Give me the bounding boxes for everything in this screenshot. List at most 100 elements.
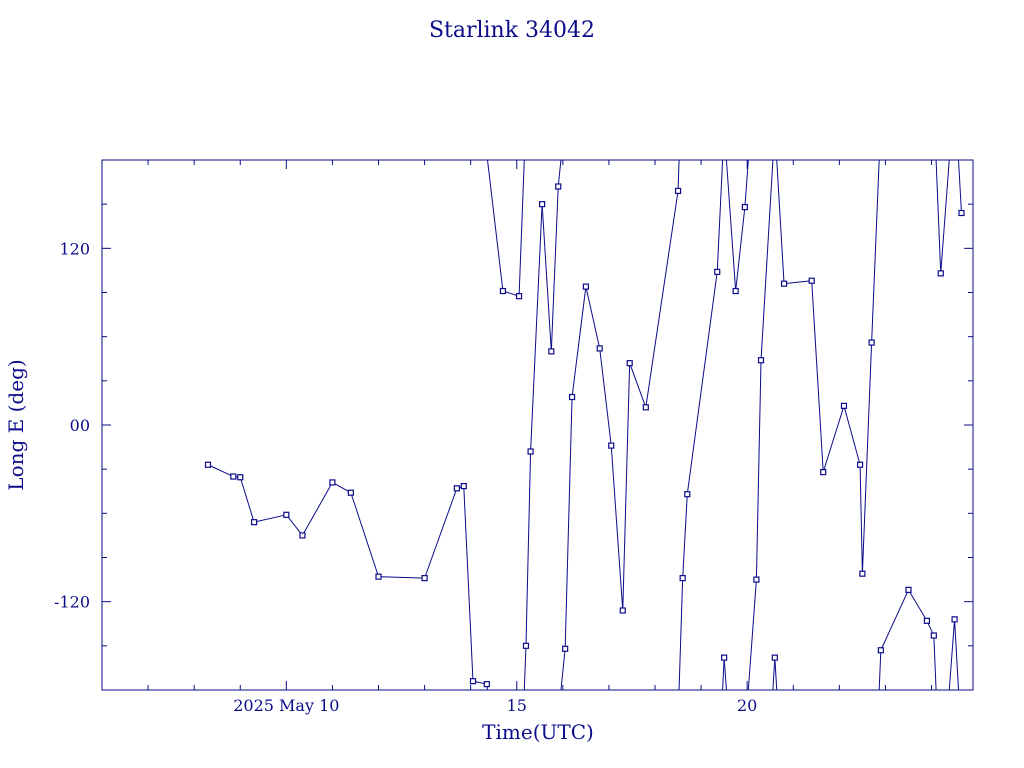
data-point (840, 402, 848, 409)
data-point (780, 280, 788, 287)
data-markers (204, 183, 965, 688)
data-point (582, 283, 589, 290)
data-point (951, 616, 958, 623)
series-line-segment (861, 342, 873, 574)
series-line-segment (463, 486, 474, 682)
data-point (958, 209, 965, 217)
series-line-segment (678, 578, 684, 691)
x-tick-label: 20 (737, 696, 757, 715)
data-point (684, 491, 691, 498)
series-line-segment (239, 477, 255, 523)
x-tick-label: 15 (507, 696, 527, 715)
y-tick-label: 120 (59, 239, 90, 258)
data-point (930, 632, 937, 639)
x-tick-label: 2025 May 10 (233, 696, 339, 715)
series-line-segment (760, 159, 774, 361)
data-point (299, 532, 306, 539)
series-line-segment (610, 445, 624, 611)
data-point (562, 645, 569, 652)
data-point (469, 678, 477, 685)
y-tick-label: 00 (70, 416, 90, 435)
series-line-segment (722, 657, 725, 691)
data-point (608, 442, 615, 449)
series-line-segment (253, 514, 287, 523)
series-line-segment (207, 464, 234, 477)
data-point (937, 270, 944, 277)
series-line-segment (880, 589, 909, 651)
x-axis-label: Time(UTC) (482, 720, 594, 744)
series-line-segment (783, 280, 812, 285)
data-point (877, 647, 884, 654)
series-line-segment (735, 207, 746, 292)
y-axis: 120 00 -120 (54, 159, 973, 691)
series-line-segment (518, 159, 525, 297)
series-line-segment (948, 619, 956, 691)
data-point (753, 576, 760, 583)
data-point (771, 654, 778, 661)
series-line-segment (564, 397, 573, 649)
series-line-segment (772, 657, 776, 691)
data-point (230, 473, 237, 480)
plot-area (207, 159, 962, 691)
series-line-segment (747, 579, 757, 691)
data-point (808, 277, 815, 284)
series-line-segment (487, 159, 504, 292)
series-line-segment (935, 159, 942, 274)
data-point (596, 345, 603, 352)
series-line-segment (723, 657, 727, 691)
series-line-segment (525, 451, 532, 646)
data-point (642, 404, 649, 411)
series-line-segment (378, 576, 425, 579)
data-point (868, 339, 875, 346)
series-line-segment (954, 619, 960, 691)
series-line-segment (725, 159, 737, 292)
series-line-segment (958, 159, 962, 214)
series-line-segment (774, 657, 778, 691)
series-line-segment (716, 159, 724, 272)
data-point (283, 511, 290, 518)
data-point (820, 469, 827, 476)
series-line-segment (871, 159, 880, 343)
data-point (757, 357, 765, 364)
data-point (674, 187, 682, 195)
data-point (548, 348, 555, 355)
series-line-segment (350, 492, 379, 577)
chart-title: Starlink 34042 (429, 18, 595, 43)
series-line-segment (811, 280, 824, 473)
data-point (237, 474, 244, 481)
series-line-segment (541, 204, 552, 352)
series-line-segment (585, 286, 601, 349)
data-point (329, 479, 336, 486)
series-line-segment (755, 360, 762, 580)
data-point (204, 461, 212, 468)
series-line-segment (645, 190, 679, 408)
data-point (250, 519, 258, 526)
x-axis: 2025 May 10 15 20 (101, 160, 933, 715)
data-point (499, 287, 507, 295)
data-point (375, 573, 382, 580)
series-line-segment (859, 464, 863, 574)
data-point (721, 654, 728, 661)
data-point (626, 360, 633, 367)
series-line-segment (878, 650, 882, 691)
series-line-segment (776, 159, 785, 284)
data-point (741, 204, 748, 211)
data-point (522, 642, 530, 649)
data-point (568, 393, 576, 401)
data-point (732, 287, 739, 295)
data-point (619, 607, 626, 614)
data-point (923, 617, 931, 624)
series-line-segment (530, 204, 543, 452)
y-axis-label: Long E (deg) (4, 359, 28, 490)
series-line-segment (557, 159, 562, 187)
series-line-segment (843, 405, 861, 465)
series-line-segment (599, 348, 612, 446)
series-line-segment (933, 635, 937, 691)
series-line-segment (560, 648, 566, 691)
series-line-segment (822, 405, 845, 473)
data-point (859, 570, 866, 577)
data-point (714, 268, 721, 275)
series-line-segment (285, 514, 303, 536)
series-line-segment (629, 362, 647, 408)
data-point (347, 489, 354, 496)
